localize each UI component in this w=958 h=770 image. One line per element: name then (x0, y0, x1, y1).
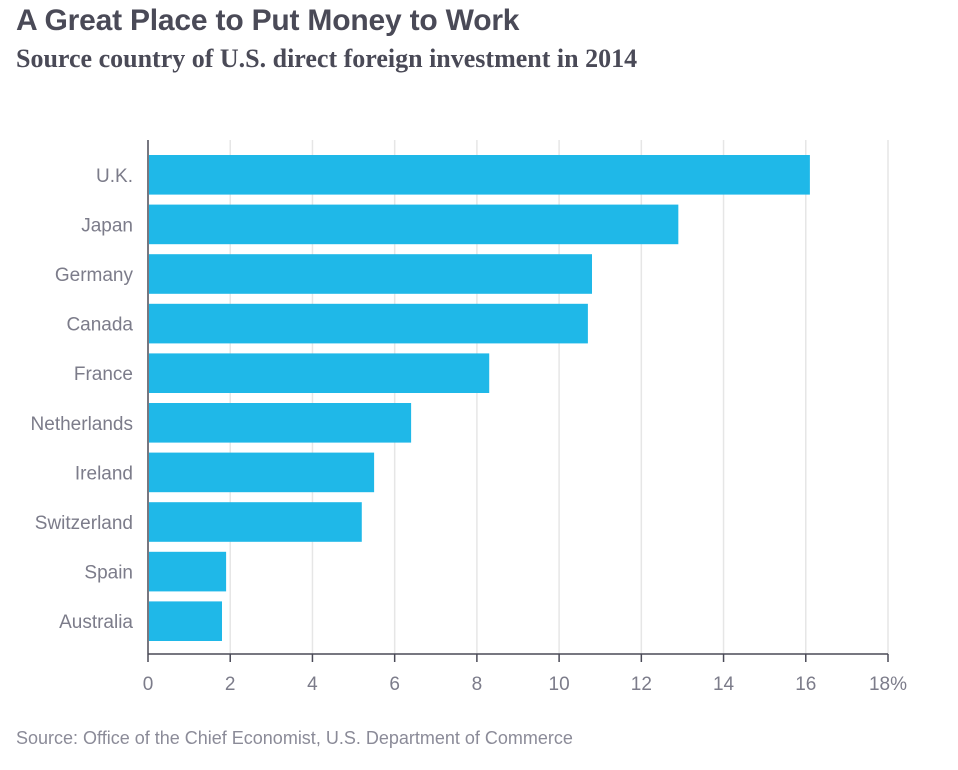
x-tick-label: 6 (389, 674, 400, 695)
category-label: France (74, 364, 133, 385)
category-labels: U.K. Japan Germany Canada France Netherlands I… (31, 166, 134, 633)
x-tick-label: 12 (631, 674, 652, 695)
bar (149, 303, 588, 344)
category-label: U.K. (96, 166, 133, 187)
x-axis: 0 2 4 6 8 10 12 14 16 18% (143, 140, 907, 695)
x-tick-label: 16 (795, 674, 816, 695)
bar (149, 502, 362, 542)
bar (149, 155, 810, 195)
category-label: Germany (55, 265, 134, 286)
bar (149, 452, 375, 493)
bars (149, 155, 810, 641)
x-tick-label: 18% (869, 674, 907, 695)
x-tick-label: 0 (143, 674, 154, 695)
category-label: Australia (59, 612, 133, 633)
x-tick-label: 10 (549, 674, 570, 695)
source-note: Source: Office of the Chief Economist, U… (16, 728, 573, 748)
category-label: Canada (66, 315, 133, 336)
x-tick-label: 8 (472, 674, 483, 695)
bar (149, 403, 412, 443)
bar (149, 353, 490, 393)
category-label: Ireland (75, 463, 133, 484)
x-tick-label: 2 (225, 674, 236, 695)
x-tick-label: 14 (713, 674, 735, 695)
category-label: Netherlands (31, 414, 133, 435)
x-tick-label: 4 (307, 674, 318, 695)
bar (149, 601, 222, 641)
category-label: Spain (84, 563, 133, 584)
bar-chart: 0 2 4 6 8 10 12 14 16 18% U.K. Japan Germany Canada F… (31, 140, 907, 695)
bar (149, 551, 227, 592)
bar (149, 204, 679, 245)
bar (149, 254, 592, 294)
category-label: Switzerland (35, 513, 133, 534)
chart-title: A Great Place to Put Money to Work (16, 4, 520, 37)
chart-subtitle: Source country of U.S. direct foreign in… (16, 44, 638, 73)
category-label: Japan (81, 215, 133, 236)
